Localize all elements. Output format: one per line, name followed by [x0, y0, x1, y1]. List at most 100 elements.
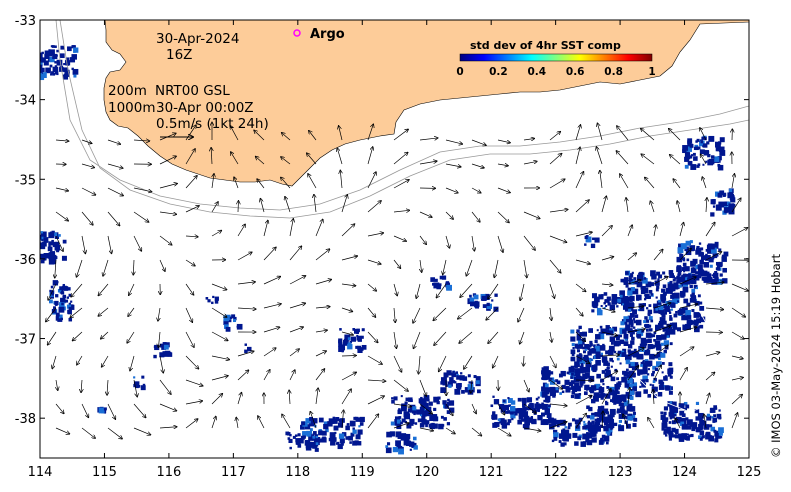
- current-vector: [342, 410, 344, 429]
- sst-pixel: [514, 412, 518, 416]
- sst-pixel: [621, 319, 628, 325]
- sst-pixel: [627, 290, 633, 296]
- sst-pixel: [645, 360, 651, 367]
- sst-pixel: [666, 335, 670, 338]
- sst-pixel: [564, 426, 567, 429]
- sst-pixel: [223, 319, 229, 325]
- sst-pixel: [350, 432, 355, 437]
- sst-pixel: [629, 396, 634, 400]
- sst-pixel: [544, 408, 550, 414]
- sst-pixel: [71, 45, 75, 49]
- sst-pixel: [214, 300, 219, 304]
- sst-pixel: [425, 406, 432, 413]
- current-vector: [70, 307, 83, 318]
- sst-pixel: [553, 432, 559, 438]
- sst-pixel: [52, 53, 58, 60]
- sst-pixel: [586, 362, 592, 368]
- sst-pixel: [698, 435, 702, 439]
- sst-pixel: [21, 62, 25, 66]
- sst-pixel: [685, 404, 690, 409]
- sst-pixel: [26, 49, 28, 51]
- sst-pixel: [676, 300, 680, 303]
- sst-pixel: [40, 72, 42, 78]
- sst-pixel: [695, 286, 698, 290]
- sst-pixel: [98, 407, 105, 414]
- sst-pixel: [637, 308, 640, 312]
- sst-pixel: [723, 207, 730, 213]
- sst-pixel: [63, 63, 66, 66]
- sst-pixel: [421, 419, 427, 425]
- sst-pixel: [716, 267, 721, 271]
- sst-pixel: [590, 415, 595, 420]
- current-vector: [107, 427, 122, 439]
- sst-pixel: [521, 418, 525, 422]
- current-vector: [731, 307, 745, 317]
- sst-pixel: [592, 422, 595, 425]
- sst-pixel: [412, 406, 417, 411]
- sst-pixel: [727, 201, 731, 206]
- sst-pixel: [570, 376, 573, 379]
- sst-pixel: [672, 435, 675, 438]
- current-vector: [679, 327, 697, 333]
- sst-pixel: [430, 277, 435, 282]
- current-vector: [497, 427, 511, 436]
- sst-pixel: [556, 380, 561, 385]
- sst-pixel: [433, 282, 440, 289]
- sst-pixel: [698, 423, 704, 430]
- current-vector: [641, 129, 655, 141]
- sst-pixel: [695, 140, 698, 143]
- sst-pixel: [653, 331, 657, 335]
- sst-pixel: [32, 52, 35, 55]
- sst-pixel: [48, 232, 55, 239]
- current-vector: [416, 283, 421, 298]
- current-vector: [523, 138, 534, 140]
- sst-pixel: [70, 300, 73, 303]
- sst-pixel: [337, 422, 344, 428]
- sst-pixel: [652, 334, 656, 338]
- sst-pixel: [693, 284, 698, 289]
- sst-pixel: [660, 352, 666, 358]
- sst-pixel: [613, 401, 617, 405]
- current-vector: [549, 355, 556, 367]
- sst-pixel: [677, 309, 683, 316]
- sst-pixel: [589, 387, 595, 393]
- sst-pixel: [691, 292, 695, 296]
- current-vector: [523, 355, 524, 366]
- sst-pixel: [583, 391, 588, 396]
- sst-pixel: [669, 417, 673, 420]
- sst-pixel: [549, 379, 555, 385]
- sst-pixel: [615, 397, 622, 404]
- sst-pixel: [628, 350, 634, 357]
- sst-pixel: [455, 383, 461, 389]
- sst-pixel: [728, 188, 733, 193]
- current-vector: [523, 403, 536, 413]
- sst-pixel: [491, 299, 494, 302]
- sst-pixel: [442, 400, 447, 405]
- sst-pixel: [570, 386, 574, 390]
- sst-pixel: [722, 202, 726, 206]
- sst-pixel: [613, 422, 618, 427]
- current-vector: [731, 198, 741, 213]
- sst-pixel: [544, 396, 551, 403]
- sst-pixel: [702, 149, 706, 153]
- sst-pixel: [642, 277, 648, 284]
- sst-pixel: [311, 437, 315, 441]
- sst-pixel: [205, 297, 209, 300]
- sst-pixel: [444, 404, 449, 409]
- sst-pixel: [699, 419, 705, 425]
- sst-pixel: [21, 60, 27, 66]
- current-vector: [650, 201, 655, 213]
- sst-pixel: [583, 356, 587, 361]
- current-vector: [673, 179, 681, 189]
- sst-pixel: [686, 146, 693, 152]
- sst-pixel: [350, 336, 357, 342]
- sst-pixel: [315, 435, 319, 439]
- current-vector: [315, 369, 325, 381]
- sst-pixel: [693, 156, 698, 161]
- sst-pixel: [410, 422, 414, 426]
- sst-pixel: [385, 445, 389, 448]
- sst-pixel: [677, 247, 684, 254]
- plot-frame: [39, 19, 750, 459]
- current-vector: [289, 370, 295, 381]
- sst-pixel: [694, 409, 699, 414]
